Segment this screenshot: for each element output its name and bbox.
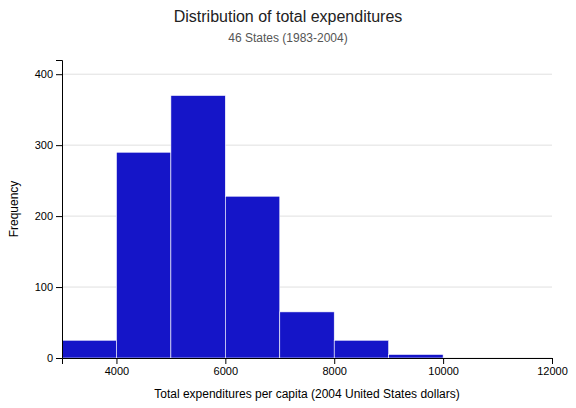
grid-line bbox=[62, 74, 552, 75]
x-tick: 4000 bbox=[105, 358, 129, 377]
y-tick-mark bbox=[56, 145, 62, 146]
x-tick: 10000 bbox=[428, 358, 459, 377]
bar bbox=[389, 354, 443, 358]
bars bbox=[62, 95, 443, 358]
y-tick-label: 200 bbox=[35, 210, 53, 222]
x-tick-mark bbox=[225, 358, 226, 364]
y-tick-mark bbox=[56, 358, 62, 359]
bar bbox=[443, 358, 497, 359]
x-axis-label: Total expenditures per capita (2004 Unit… bbox=[154, 387, 460, 401]
y-tick-label: 300 bbox=[35, 139, 53, 151]
subtitle: 46 States (1983-2004) bbox=[228, 31, 347, 45]
x-tick-mark bbox=[552, 358, 553, 364]
y-tick: 100 bbox=[35, 281, 62, 293]
plot: 4000 6000 8000 10000 12000 0 100 200 300 400 Total… bbox=[7, 61, 568, 402]
y-tick-mark bbox=[56, 287, 62, 288]
x-tick-label: 10000 bbox=[428, 365, 459, 377]
bar bbox=[225, 196, 279, 358]
y-tick: 400 bbox=[35, 68, 62, 80]
bar bbox=[334, 340, 388, 358]
chart: Distribution of total expenditures 46 Sta… bbox=[0, 0, 576, 408]
y-tick-mark bbox=[56, 216, 62, 217]
y-tick-label: 400 bbox=[35, 68, 53, 80]
grid bbox=[62, 74, 552, 358]
y-tick: 300 bbox=[35, 139, 62, 151]
y-tick-mark bbox=[56, 74, 62, 75]
x-tick: 12000 bbox=[537, 358, 568, 377]
bar bbox=[62, 340, 116, 358]
x-tick: 8000 bbox=[322, 358, 346, 377]
grid-line bbox=[62, 145, 552, 146]
x-tick: 6000 bbox=[214, 358, 238, 377]
x-tick-label: 12000 bbox=[537, 365, 568, 377]
x-tick-mark bbox=[116, 358, 117, 364]
bar bbox=[280, 312, 334, 358]
y-tick-label: 100 bbox=[35, 281, 53, 293]
y-tick: 200 bbox=[35, 210, 62, 222]
x-tick-label: 6000 bbox=[214, 365, 238, 377]
x-tick-label: 4000 bbox=[105, 365, 129, 377]
x-axis: 4000 6000 8000 10000 12000 bbox=[63, 358, 568, 377]
x-tick-mark bbox=[443, 358, 444, 364]
bar bbox=[171, 95, 225, 358]
y-tick: 0 bbox=[47, 352, 62, 364]
title: Distribution of total expenditures bbox=[174, 8, 403, 25]
y-axis: 0 100 200 300 400 bbox=[35, 61, 63, 365]
y-axis-line bbox=[56, 61, 63, 359]
x-axis-line bbox=[63, 359, 553, 365]
bar bbox=[116, 152, 170, 358]
x-tick-label: 8000 bbox=[322, 365, 346, 377]
x-tick-mark bbox=[334, 358, 335, 364]
y-axis-label: Frequency bbox=[7, 181, 21, 238]
y-tick-label: 0 bbox=[47, 352, 53, 364]
